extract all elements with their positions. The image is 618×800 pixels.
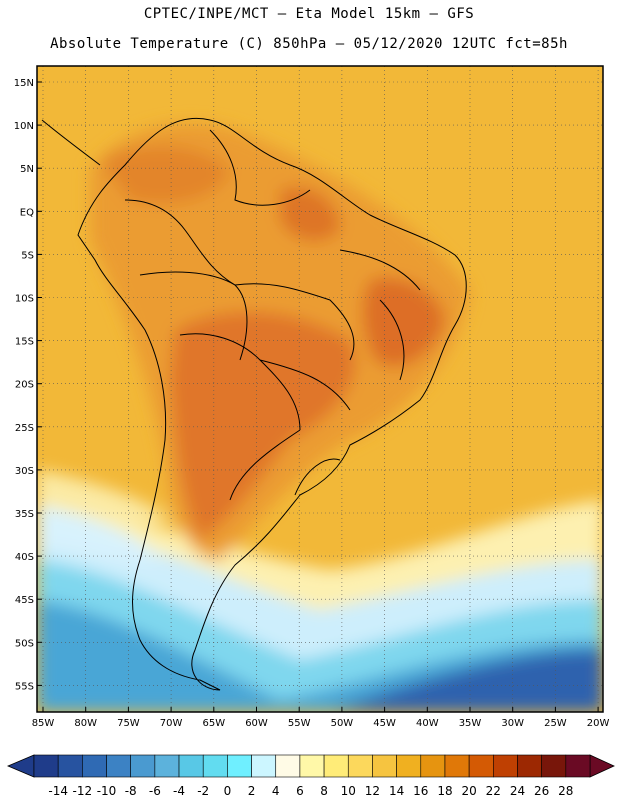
- lon-tick-label: 40W: [416, 718, 439, 729]
- colorbar-swatch: [106, 754, 131, 778]
- lon-tick-label: 80W: [74, 718, 97, 729]
- lon-tick-label: 65W: [202, 718, 225, 729]
- colorbar-swatch: [372, 754, 397, 778]
- chart-title-line1: CPTEC/INPE/MCT – Eta Model 15km – GFS: [143, 6, 475, 22]
- colorbar-label: 0: [224, 784, 232, 798]
- colorbar-swatch: [468, 754, 494, 778]
- lat-tick-label: 15S: [15, 337, 34, 348]
- colorbar-label: 20: [461, 784, 476, 798]
- colorbar-swatch: [517, 754, 542, 778]
- lat-tick-label: 25S: [15, 423, 34, 434]
- lat-tick-label: 45S: [15, 595, 34, 606]
- lat-tick-label: EQ: [20, 207, 34, 218]
- colorbar-swatch: [299, 754, 325, 778]
- temperature-field: [37, 66, 603, 712]
- chart-title-line2: Absolute Temperature (C) 850hPa – 05/12/…: [50, 36, 568, 52]
- colorbar-label: 24: [510, 784, 525, 798]
- colorbar-swatch: [347, 754, 373, 778]
- colorbar-swatch: [493, 754, 518, 778]
- colorbar-label: 18: [437, 784, 452, 798]
- lon-tick-label: 85W: [32, 718, 55, 729]
- colorbar-swatch: [565, 754, 591, 778]
- lon-tick-label: 20W: [587, 718, 610, 729]
- colorbar-label: 16: [413, 784, 428, 798]
- lon-tick-label: 60W: [245, 718, 268, 729]
- colorbar-swatch: [251, 754, 277, 778]
- colorbar-label: 6: [296, 784, 304, 798]
- colorbar-min-arrow: [6, 754, 35, 778]
- lon-tick-label: 35W: [459, 718, 482, 729]
- latitude-axis: 15N 10N 5N EQ 5S 10S 15S 20S 25S 30S 35S 40S 45S 50S 5…: [14, 78, 42, 692]
- colorbar-label: -2: [197, 784, 209, 798]
- colorbar-swatch: [33, 754, 59, 778]
- lon-tick-label: 50W: [331, 718, 354, 729]
- colorbar-label: 12: [365, 784, 380, 798]
- colorbar-label: 26: [534, 784, 549, 798]
- colorbar-label: 22: [486, 784, 501, 798]
- lat-tick-label: 15N: [14, 78, 34, 89]
- colorbar-swatch: [275, 754, 301, 778]
- colorbar-swatch: [57, 754, 83, 778]
- colorbar-label: -14: [48, 784, 68, 798]
- lon-tick-label: 70W: [160, 718, 183, 729]
- colorbar-label: -6: [149, 784, 161, 798]
- colorbar-swatch: [420, 754, 446, 778]
- map-frame: [36, 65, 604, 713]
- lat-tick-label: 30S: [15, 466, 34, 477]
- longitude-axis: 85W 80W 75W 70W 65W 60W 55W 50W 45W 40W 35W 30W 25W 2…: [32, 707, 610, 729]
- lon-tick-label: 30W: [501, 718, 524, 729]
- lat-tick-label: 10S: [15, 294, 34, 305]
- colorbar-max-arrow: [589, 754, 615, 778]
- colorbar-label: 2: [248, 784, 256, 798]
- colorbar-swatch: [227, 754, 252, 778]
- lon-tick-label: 45W: [373, 718, 396, 729]
- colorbar-label: 14: [389, 784, 404, 798]
- lat-tick-label: 5S: [21, 250, 34, 261]
- lat-tick-label: 40S: [15, 552, 34, 563]
- colorbar-label: 10: [341, 784, 356, 798]
- colorbar-label: -10: [97, 784, 117, 798]
- lon-tick-label: 75W: [117, 718, 140, 729]
- country-borders: [41, 118, 467, 691]
- colorbar-swatch: [323, 754, 349, 778]
- colorbar-swatch: [82, 754, 107, 778]
- colorbar-swatch: [202, 754, 228, 778]
- lat-tick-label: 50S: [15, 638, 34, 649]
- lon-tick-label: 55W: [288, 718, 311, 729]
- colorbar-label: -12: [73, 784, 93, 798]
- colorbar-label: -4: [173, 784, 185, 798]
- lat-tick-label: 10N: [14, 121, 34, 132]
- colorbar-swatch: [396, 754, 422, 778]
- colorbar-swatch: [178, 754, 204, 778]
- lon-tick-label: 25W: [544, 718, 567, 729]
- colorbar-swatch: [154, 754, 180, 778]
- lat-tick-label: 20S: [15, 380, 34, 391]
- colorbar-label: -8: [125, 784, 137, 798]
- colorbar-label: 4: [272, 784, 280, 798]
- colorbar-swatch: [444, 754, 470, 778]
- lat-tick-label: 5N: [20, 164, 34, 175]
- colorbar: -14 -12 -10 -8 -6 -4 -2 0 2 4 6 8 10 12 14 16 18 20 22 24 26…: [6, 754, 615, 798]
- colorbar-swatch: [541, 754, 567, 778]
- colorbar-label: 28: [558, 784, 573, 798]
- colorbar-label: 8: [320, 784, 328, 798]
- lat-tick-label: 55S: [15, 681, 34, 692]
- lat-tick-label: 35S: [15, 509, 34, 520]
- colorbar-swatch: [130, 754, 156, 778]
